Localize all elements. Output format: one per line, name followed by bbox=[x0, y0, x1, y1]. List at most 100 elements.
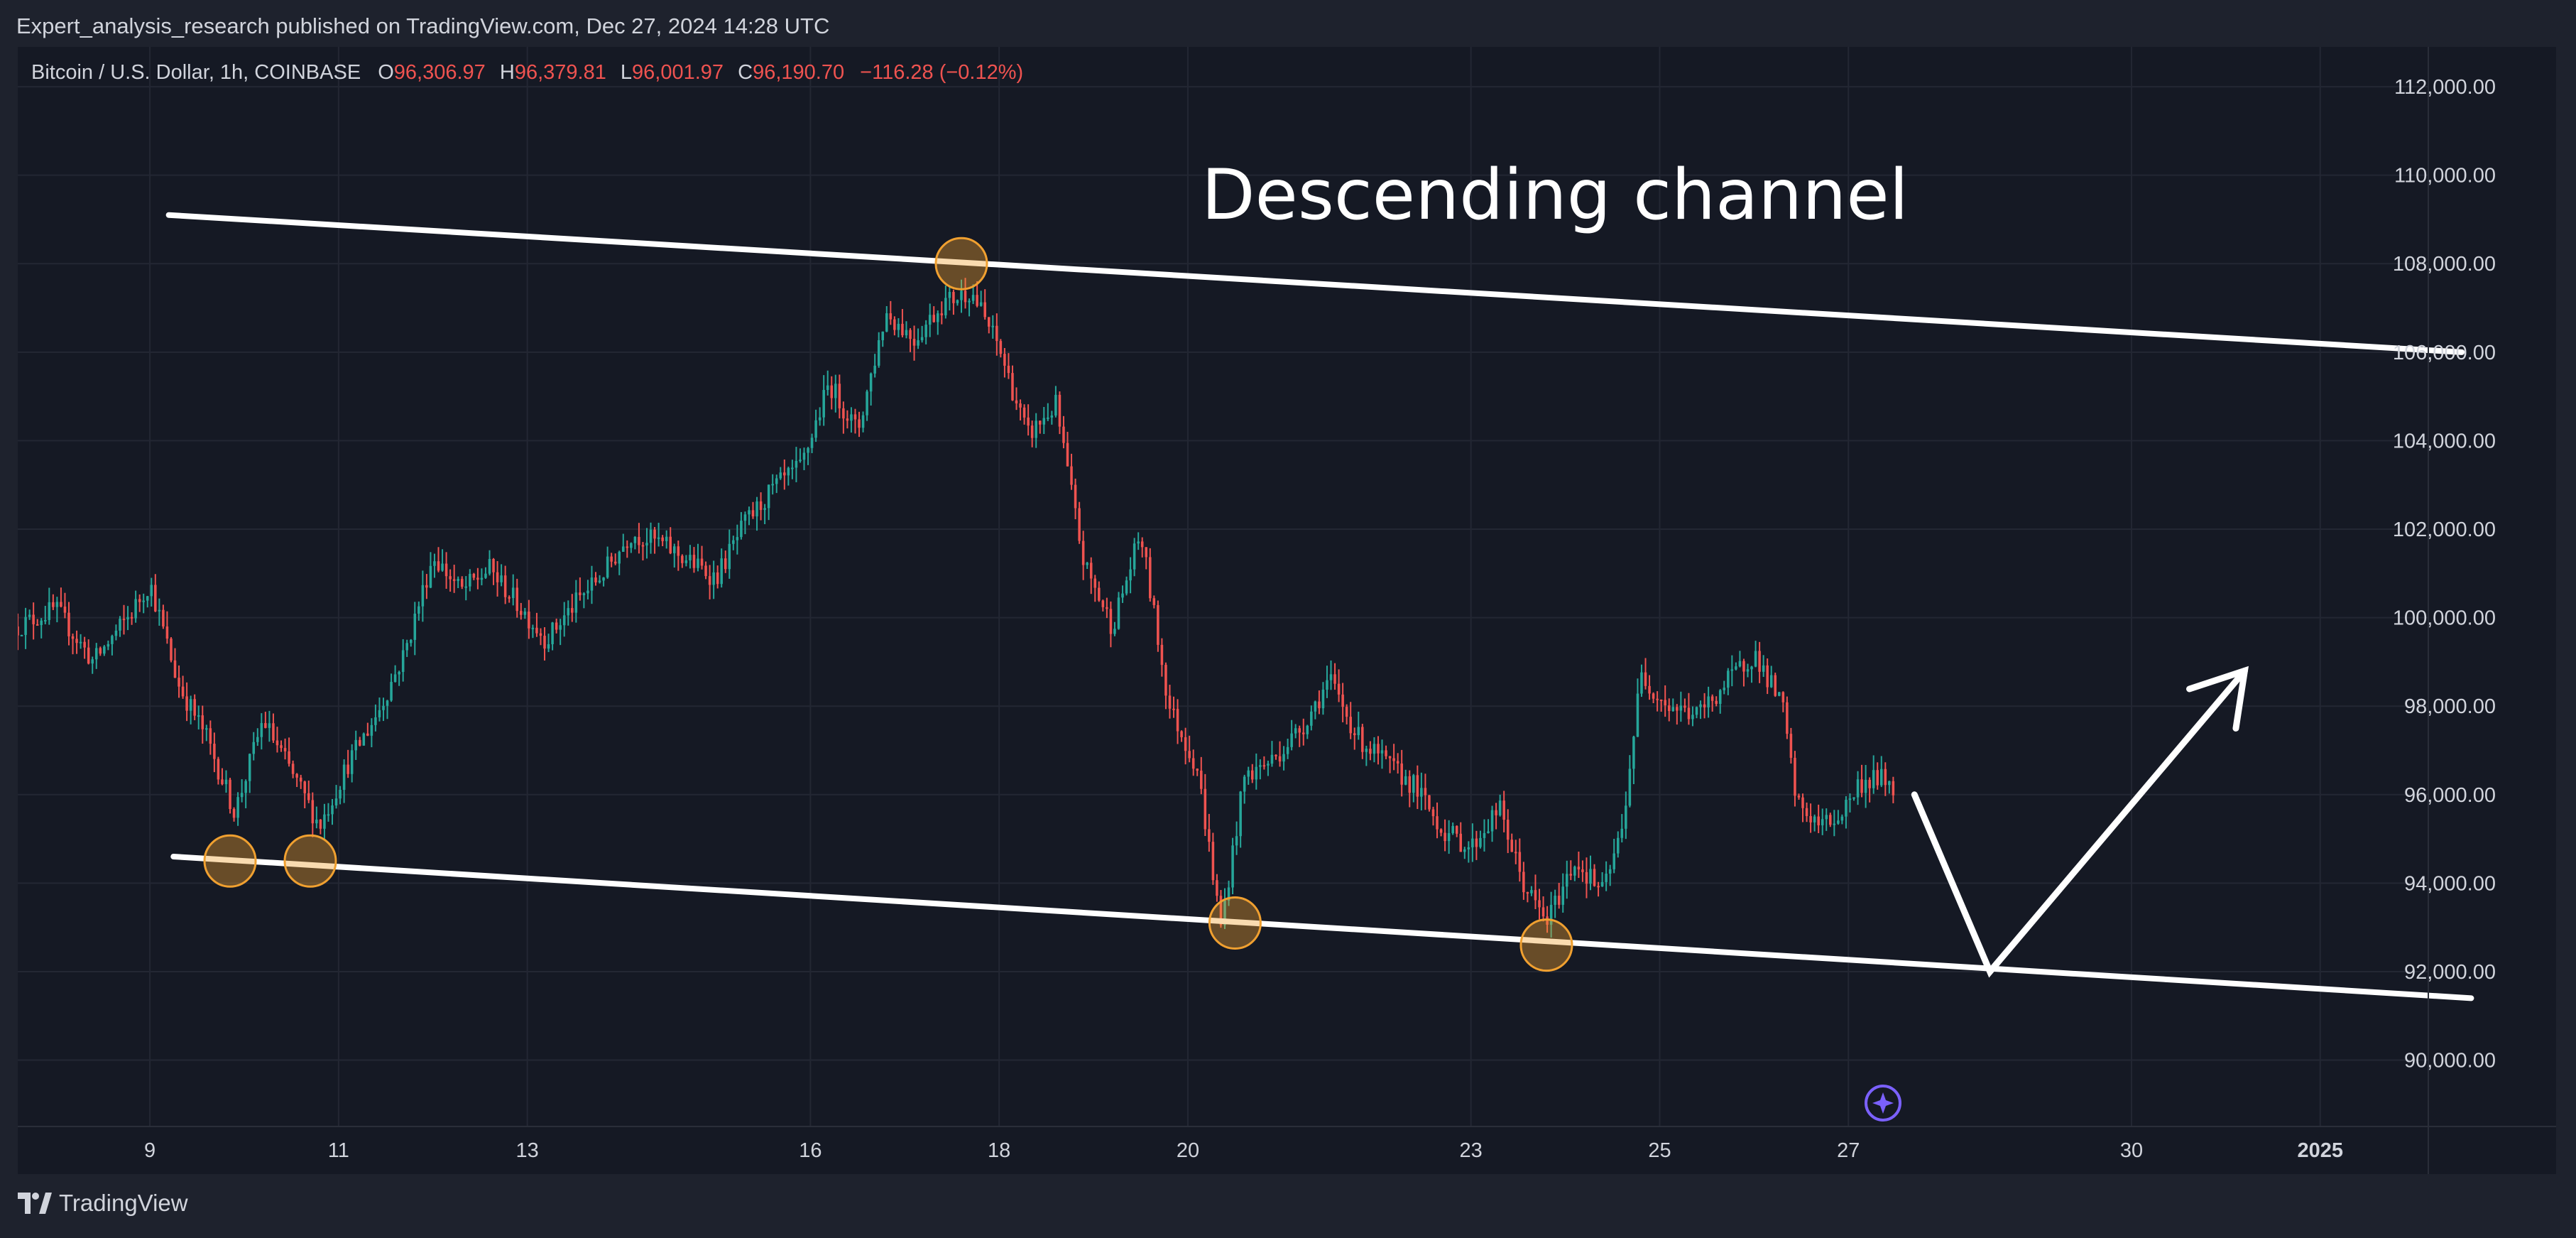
price-chart[interactable]: 90,000.00 92,000.00 94,000.00 96,000.00 98,0… bbox=[18, 47, 2556, 1174]
candle-body bbox=[1345, 707, 1348, 717]
candle-body bbox=[1813, 816, 1816, 822]
candle-body bbox=[496, 572, 499, 582]
candle-body bbox=[649, 529, 653, 543]
candle-body bbox=[346, 764, 349, 774]
candle-body bbox=[158, 609, 161, 612]
candle-body bbox=[1329, 674, 1333, 680]
candle-body bbox=[613, 561, 617, 564]
candle-body bbox=[449, 576, 452, 580]
y-tick-label: 94,000.00 bbox=[2404, 872, 2496, 895]
candle-body bbox=[1424, 788, 1427, 796]
candle-body bbox=[697, 558, 699, 568]
projection-arrow[interactable] bbox=[1911, 666, 2249, 978]
candle-body bbox=[1290, 733, 1293, 747]
candle-body bbox=[464, 586, 468, 588]
candle-body bbox=[618, 551, 621, 564]
candle-body bbox=[87, 647, 90, 664]
candle-body bbox=[626, 546, 629, 548]
candle-body bbox=[390, 682, 393, 701]
candle-body bbox=[1396, 761, 1399, 764]
y-tick-label: 96,000.00 bbox=[2404, 784, 2496, 807]
candle-body bbox=[1035, 420, 1037, 438]
candle-body bbox=[535, 627, 538, 634]
candle-body bbox=[1707, 696, 1710, 707]
candle-body bbox=[209, 728, 212, 744]
candle-body bbox=[1498, 800, 1502, 815]
candle-body bbox=[1208, 829, 1211, 842]
chart-area[interactable]: 90,000.00 92,000.00 94,000.00 96,000.00 98,0… bbox=[18, 47, 2556, 1174]
candle-body bbox=[1157, 604, 1159, 645]
candle-body bbox=[393, 674, 397, 683]
candle-body bbox=[586, 590, 589, 594]
candle-body bbox=[633, 536, 637, 543]
y-tick-label: 110,000.00 bbox=[2394, 165, 2496, 188]
sparkle-icon[interactable] bbox=[1865, 1085, 1901, 1122]
candle-body bbox=[763, 508, 766, 510]
candle-body bbox=[1766, 665, 1769, 688]
candle-body bbox=[547, 644, 550, 649]
candle-body bbox=[1196, 769, 1199, 771]
candle-body bbox=[1860, 779, 1863, 793]
candle-body bbox=[268, 723, 271, 728]
candle-body bbox=[1062, 426, 1065, 443]
candle-body bbox=[775, 478, 778, 484]
candle-body bbox=[543, 636, 546, 649]
candle-body bbox=[1605, 874, 1608, 882]
candle-body bbox=[1644, 672, 1647, 686]
x-tick-label: 25 bbox=[1648, 1139, 1671, 1162]
candle-body bbox=[1392, 758, 1395, 761]
candle-body bbox=[1589, 869, 1592, 884]
candle-body bbox=[861, 415, 865, 428]
candle-body bbox=[1239, 791, 1242, 837]
candle-body bbox=[799, 460, 802, 462]
candle-body bbox=[1884, 769, 1887, 786]
candle-body bbox=[1341, 694, 1344, 707]
candle-body bbox=[111, 636, 114, 644]
candle-body bbox=[1188, 751, 1191, 759]
candle-body bbox=[622, 546, 625, 552]
candle-body bbox=[661, 537, 664, 541]
candle-body bbox=[1054, 394, 1057, 416]
candle-body bbox=[1778, 692, 1781, 696]
candle-body bbox=[334, 798, 338, 805]
candle-body bbox=[1557, 896, 1561, 905]
candle-body bbox=[1628, 769, 1632, 806]
candle-body bbox=[853, 414, 857, 420]
candle-body bbox=[323, 814, 326, 829]
candle-body bbox=[1691, 715, 1694, 720]
candle-body bbox=[1106, 607, 1108, 609]
candle-body bbox=[1431, 809, 1435, 817]
candle-body bbox=[1730, 669, 1734, 671]
candle-body bbox=[1086, 563, 1088, 565]
candle-body bbox=[976, 295, 978, 306]
tradingview-logo[interactable]: TradingView bbox=[18, 1190, 188, 1217]
candle-body bbox=[437, 561, 440, 571]
candle-body bbox=[130, 617, 133, 619]
candle-body bbox=[425, 585, 428, 588]
candle-body bbox=[866, 391, 868, 416]
candle-body bbox=[83, 641, 86, 648]
candle-body bbox=[1172, 708, 1175, 710]
candle-body bbox=[28, 614, 31, 617]
candle-body bbox=[881, 331, 885, 341]
candle-body bbox=[869, 373, 873, 392]
candle-body bbox=[846, 418, 849, 421]
projection-path bbox=[1911, 667, 2248, 978]
y-tick-label: 104,000.00 bbox=[2393, 430, 2496, 452]
candle-body bbox=[1616, 837, 1620, 854]
candle-body bbox=[826, 385, 829, 391]
candle-body bbox=[178, 678, 180, 687]
candle-body bbox=[221, 779, 224, 785]
descending-channel[interactable] bbox=[165, 212, 2474, 1001]
candle-body bbox=[43, 619, 47, 621]
candle-body bbox=[1117, 597, 1120, 629]
candle-body bbox=[1286, 746, 1289, 754]
candle-body bbox=[1259, 765, 1262, 767]
candle-body bbox=[1876, 770, 1879, 786]
candle-body bbox=[551, 622, 554, 644]
candle-body bbox=[1530, 890, 1533, 894]
candle-body bbox=[1502, 800, 1505, 820]
axes: 90,000.00 92,000.00 94,000.00 96,000.00 98,0… bbox=[18, 47, 2556, 1174]
candle-body bbox=[1872, 770, 1875, 788]
x-tick-label: 13 bbox=[516, 1139, 539, 1162]
